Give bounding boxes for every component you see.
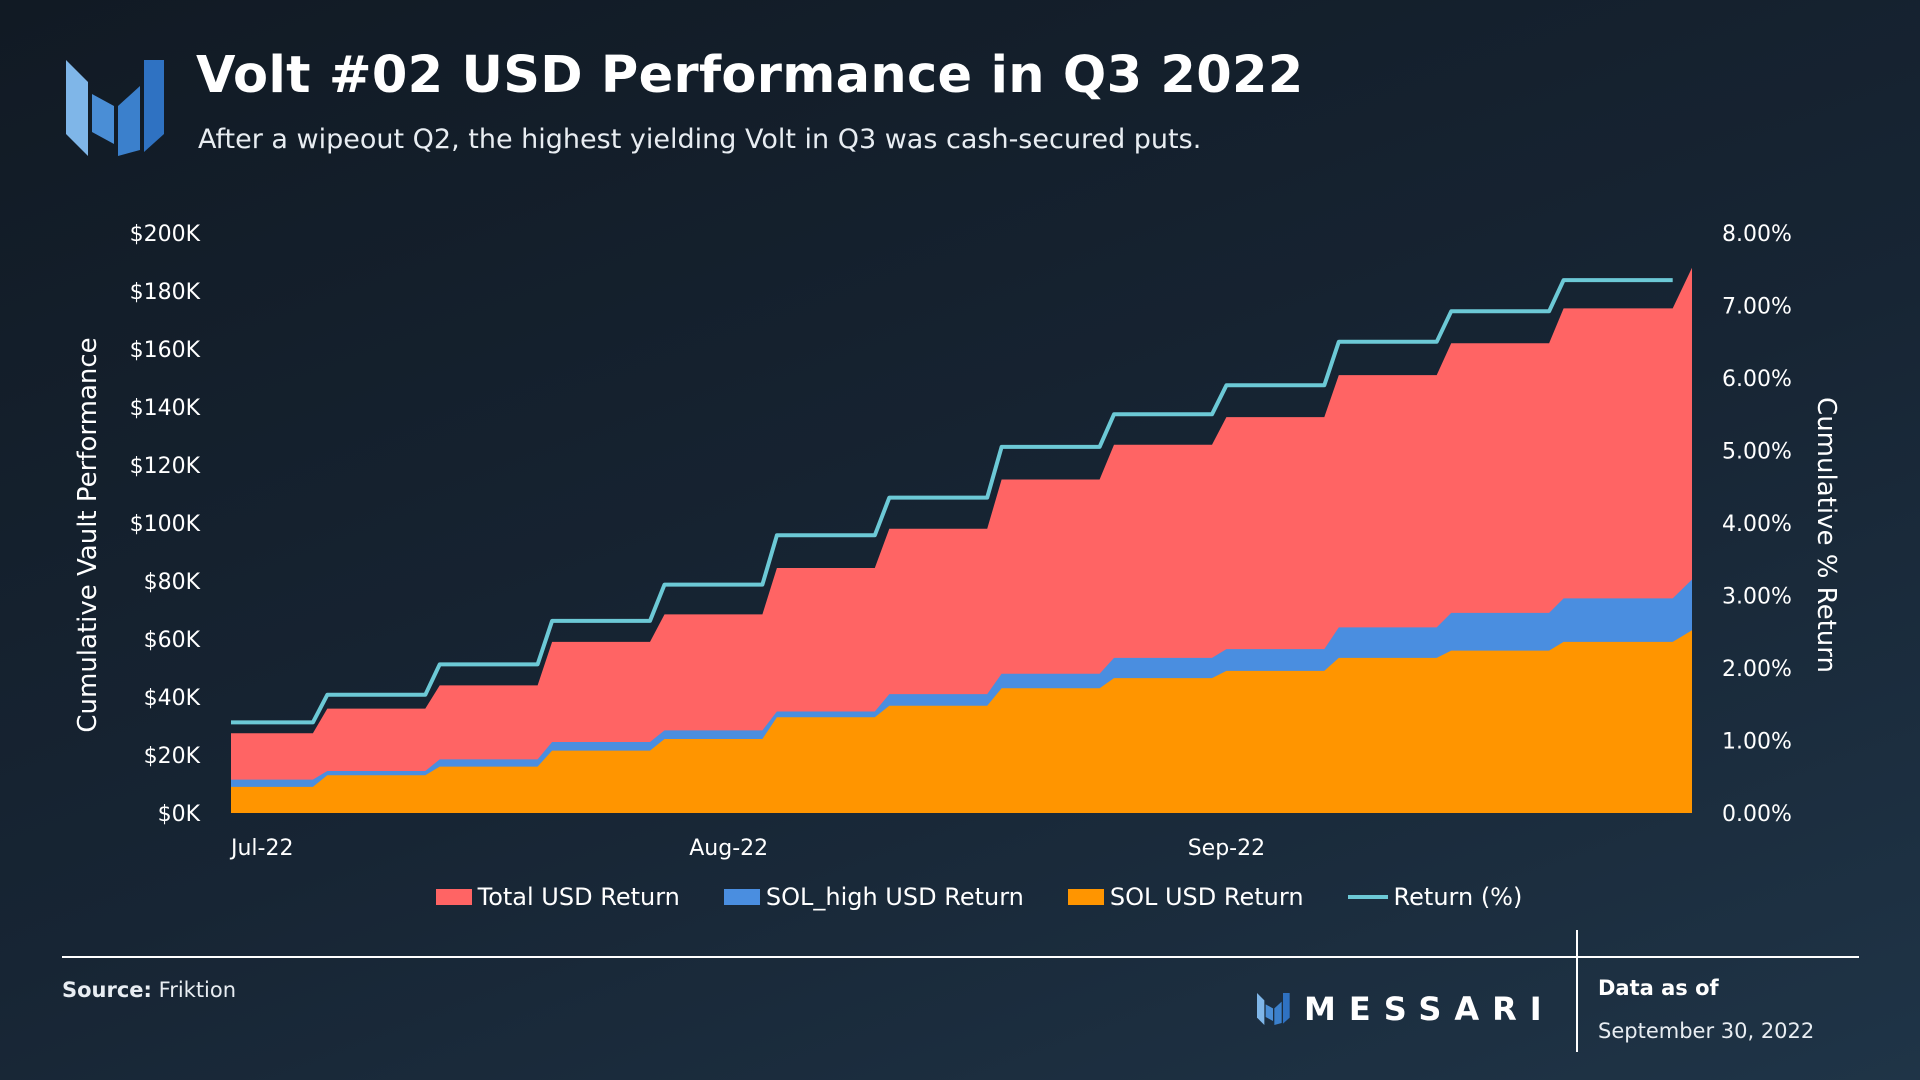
y-right-tick-label: 2.00%: [1722, 657, 1792, 682]
y-right-tick-label: 7.00%: [1722, 295, 1792, 320]
y-left-tick-label: $60K: [144, 628, 201, 653]
y-left-tick-label: $200K: [130, 222, 201, 247]
page-subtitle: After a wipeout Q2, the highest yielding…: [198, 124, 1202, 155]
line-return-pct: [231, 278, 1673, 725]
footer-vertical-divider: [1576, 930, 1578, 1052]
y-right-tick-label: 8.00%: [1722, 222, 1792, 247]
x-tick-label: Sep-22: [1188, 836, 1265, 861]
y-left-tick-label: $160K: [130, 338, 201, 363]
data-as-of-date: September 30, 2022: [1598, 1019, 1815, 1043]
legend-label-sol: SOL USD Return: [1109, 883, 1304, 911]
y-left-tick-label: $140K: [130, 396, 201, 421]
legend-item-total: Total USD Return: [435, 883, 680, 911]
x-tick-label: Aug-22: [689, 836, 768, 861]
y-right-tick-label: 3.00%: [1722, 585, 1792, 610]
legend-label-total: Total USD Return: [477, 883, 680, 911]
y-axis-right-title: Cumulative % Return: [1811, 397, 1841, 673]
y-right-tick-label: 0.00%: [1722, 802, 1792, 827]
messari-brand: MESSARI: [1256, 990, 1555, 1028]
source-label: Source:: [62, 978, 152, 1002]
chart-areas: [231, 267, 1692, 813]
legend-item-sol-high: SOL_high USD Return: [723, 883, 1024, 911]
messari-logo-icon: [66, 60, 164, 156]
legend-swatch-sol-high: [723, 889, 760, 905]
legend-label-sol-high: SOL_high USD Return: [765, 883, 1024, 911]
y-axis-left: $0K $20K $40K $60K $80K $100K $120K $140K $160K $…: [130, 222, 201, 827]
y-left-tick-label: $120K: [130, 454, 201, 479]
data-as-of-label: Data as of: [1598, 976, 1719, 1000]
performance-chart: $0K $20K $40K $60K $80K $100K $120K $140K $160K $…: [73, 222, 1841, 861]
area-sol-usd-return: [231, 630, 1692, 813]
x-axis: Jul-22 Aug-22 Sep-22: [229, 836, 1265, 861]
page-title: Volt #02 USD Performance in Q3 2022: [196, 46, 1304, 105]
legend-item-sol: SOL USD Return: [1067, 883, 1304, 911]
x-tick-label: Jul-22: [229, 836, 293, 861]
legend-swatch-total: [435, 889, 472, 905]
source-note: Source: Friktion: [62, 978, 236, 1002]
chart-lines: [231, 278, 1673, 725]
y-axis-right: 0.00% 1.00% 2.00% 3.00% 4.00% 5.00% 6.00% 7.00%…: [1722, 222, 1792, 827]
legend-label-return: Return (%): [1393, 883, 1523, 911]
y-right-tick-label: 6.00%: [1722, 367, 1792, 392]
legend-item-return: Return (%): [1347, 883, 1523, 911]
y-left-tick-label: $100K: [130, 512, 201, 537]
source-value: Friktion: [158, 978, 237, 1002]
y-right-tick-label: 5.00%: [1722, 440, 1792, 465]
y-left-tick-label: $40K: [144, 686, 201, 711]
legend-swatch-return: [1347, 895, 1388, 899]
y-left-tick-label: $180K: [130, 280, 201, 305]
messari-wordmark: MESSARI: [1304, 990, 1555, 1028]
y-left-tick-label: $20K: [144, 744, 201, 769]
y-right-tick-label: 4.00%: [1722, 512, 1792, 537]
messari-mark-icon: [1257, 993, 1290, 1025]
y-axis-left-title: Cumulative Vault Performance: [73, 337, 103, 732]
footer-divider: [62, 956, 1859, 958]
chart-legend: Total USD Return SOL_high USD Return SOL…: [0, 883, 1920, 911]
y-right-tick-label: 1.00%: [1722, 730, 1792, 755]
legend-swatch-sol: [1067, 889, 1104, 905]
y-left-tick-label: $0K: [158, 802, 201, 827]
y-left-tick-label: $80K: [144, 570, 201, 595]
